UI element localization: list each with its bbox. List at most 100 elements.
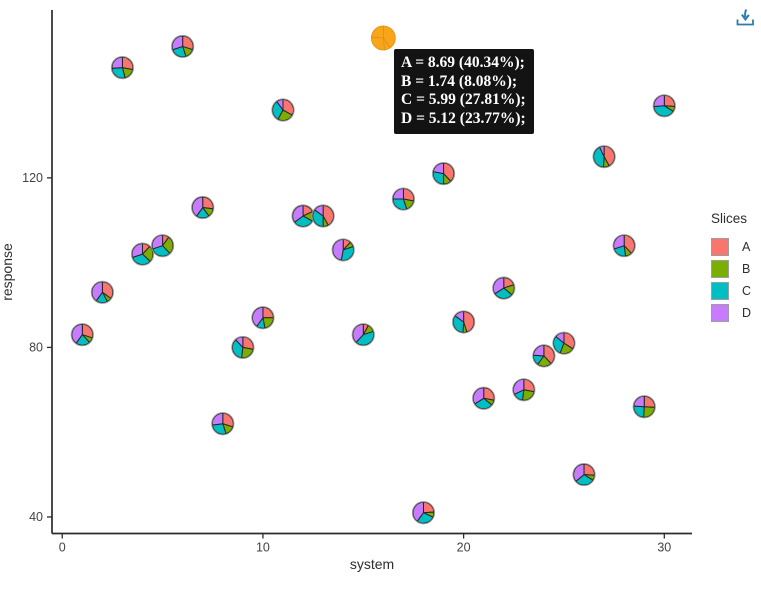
pie-marker[interactable] bbox=[271, 98, 295, 122]
pie-outline bbox=[231, 335, 255, 360]
pie-outline bbox=[171, 34, 195, 59]
pie-marker[interactable] bbox=[431, 162, 456, 186]
pie-slice-D bbox=[151, 234, 164, 250]
pie-marker[interactable] bbox=[311, 204, 335, 228]
tooltip-line: C = 5.99 (27.81%); bbox=[401, 91, 526, 108]
pie-slice-D bbox=[352, 323, 364, 344]
pie-outline bbox=[532, 344, 556, 368]
tooltip-line: A = 8.69 (40.34%); bbox=[401, 54, 525, 71]
pie-marker[interactable] bbox=[110, 56, 135, 80]
pie-marker[interactable] bbox=[472, 386, 496, 410]
pie-slice-D bbox=[532, 344, 545, 357]
y-tick-label: 80 bbox=[29, 340, 43, 354]
pie-slice-A bbox=[623, 234, 636, 255]
pie-outline bbox=[492, 276, 516, 300]
pie-slice-C bbox=[370, 36, 385, 51]
pie-marker[interactable] bbox=[251, 306, 275, 330]
pie-marker[interactable] bbox=[452, 310, 476, 334]
legend-key-swatch bbox=[711, 303, 729, 322]
pie-outline bbox=[632, 395, 656, 419]
pie-slice-D bbox=[276, 99, 284, 112]
pie-marker[interactable] bbox=[512, 378, 536, 402]
pie-slice-D bbox=[292, 205, 304, 223]
pie-slice-D bbox=[412, 501, 424, 522]
pie-marker[interactable] bbox=[552, 331, 576, 355]
pie-marker[interactable] bbox=[652, 94, 676, 118]
download-icon bbox=[736, 9, 754, 26]
pie-marker[interactable] bbox=[632, 395, 656, 419]
pie-marker[interactable] bbox=[90, 280, 114, 304]
pie-slice-D bbox=[512, 378, 525, 395]
pie-marker[interactable] bbox=[411, 501, 436, 525]
pie-slice-D bbox=[555, 332, 565, 345]
legend-title: Slices bbox=[711, 211, 748, 226]
pie-marker[interactable] bbox=[331, 238, 355, 262]
pie-slice-D bbox=[370, 25, 384, 39]
x-tick-label: 30 bbox=[657, 541, 671, 555]
y-axis-title: response bbox=[0, 243, 15, 301]
pie-marker[interactable] bbox=[612, 234, 636, 258]
pie-outline bbox=[592, 145, 616, 169]
pie-marker[interactable] bbox=[130, 242, 155, 266]
pie-outline bbox=[311, 204, 335, 228]
legend-item-A[interactable]: A bbox=[711, 237, 761, 256]
pie-slice-D bbox=[234, 336, 244, 349]
pie-marker[interactable] bbox=[592, 145, 616, 169]
pie-slice-A bbox=[543, 344, 555, 365]
y-tick-label: 120 bbox=[22, 171, 43, 185]
legend-item-label: A bbox=[742, 239, 751, 254]
pie-slice-A bbox=[382, 25, 396, 49]
pie-slice-C bbox=[111, 67, 126, 79]
pie-marker[interactable] bbox=[70, 323, 94, 347]
pie-slice-D bbox=[573, 463, 585, 482]
legend-item-label: D bbox=[742, 305, 752, 320]
pie-outline bbox=[150, 234, 175, 258]
pie-marker[interactable] bbox=[492, 276, 516, 300]
pie-slice-A bbox=[663, 94, 676, 107]
x-tick-label: 0 bbox=[59, 541, 66, 555]
pie-slice-B bbox=[521, 389, 535, 401]
pie-slice-D bbox=[454, 310, 465, 323]
pie-marker[interactable] bbox=[191, 195, 215, 220]
pie-slice-C bbox=[653, 105, 674, 117]
pie-marker[interactable] bbox=[351, 323, 375, 347]
pie-marker-highlighted[interactable] bbox=[370, 25, 396, 51]
pie-slice-A bbox=[463, 310, 475, 333]
pie-slice-A bbox=[262, 306, 274, 319]
legend-item-B[interactable]: B bbox=[711, 259, 761, 278]
pie-marker[interactable] bbox=[150, 234, 175, 258]
legend-item-label: B bbox=[742, 261, 751, 276]
pie-marker[interactable] bbox=[211, 412, 235, 436]
pie-slice-D bbox=[432, 162, 445, 175]
pie-outline bbox=[331, 238, 355, 262]
pie-marker[interactable] bbox=[391, 187, 416, 211]
tooltip-line: D = 5.12 (23.77%); bbox=[401, 109, 526, 127]
legend-item-D[interactable]: D bbox=[711, 303, 761, 322]
pie-marker[interactable] bbox=[572, 462, 596, 487]
pie-slice-B bbox=[643, 406, 656, 418]
download-button[interactable] bbox=[733, 6, 757, 30]
pie-outline bbox=[552, 331, 576, 355]
pie-slice-A bbox=[643, 395, 656, 408]
pie-slice-D bbox=[613, 234, 625, 250]
pie-slice-D bbox=[171, 35, 184, 51]
pie-slice-D bbox=[392, 188, 404, 200]
pie-marker[interactable] bbox=[231, 335, 255, 360]
pie-outline bbox=[351, 323, 375, 347]
pie-outline bbox=[472, 386, 496, 410]
legend-key-swatch bbox=[711, 281, 729, 300]
pie-marker[interactable] bbox=[532, 344, 556, 368]
pie-slice-D bbox=[633, 395, 645, 408]
legend-item-C[interactable]: C bbox=[711, 281, 761, 300]
x-tick-label: 10 bbox=[256, 541, 270, 555]
pie-slice-D bbox=[492, 277, 505, 295]
pie-outline bbox=[612, 234, 636, 258]
pie-outline bbox=[251, 306, 275, 330]
pie-slice-D bbox=[332, 238, 344, 261]
pie-marker[interactable] bbox=[291, 204, 315, 228]
hover-tooltip: A = 8.69 (40.34%); B = 1.74 (8.08%); C = 5… bbox=[394, 49, 534, 134]
pie-marker[interactable] bbox=[171, 34, 195, 59]
